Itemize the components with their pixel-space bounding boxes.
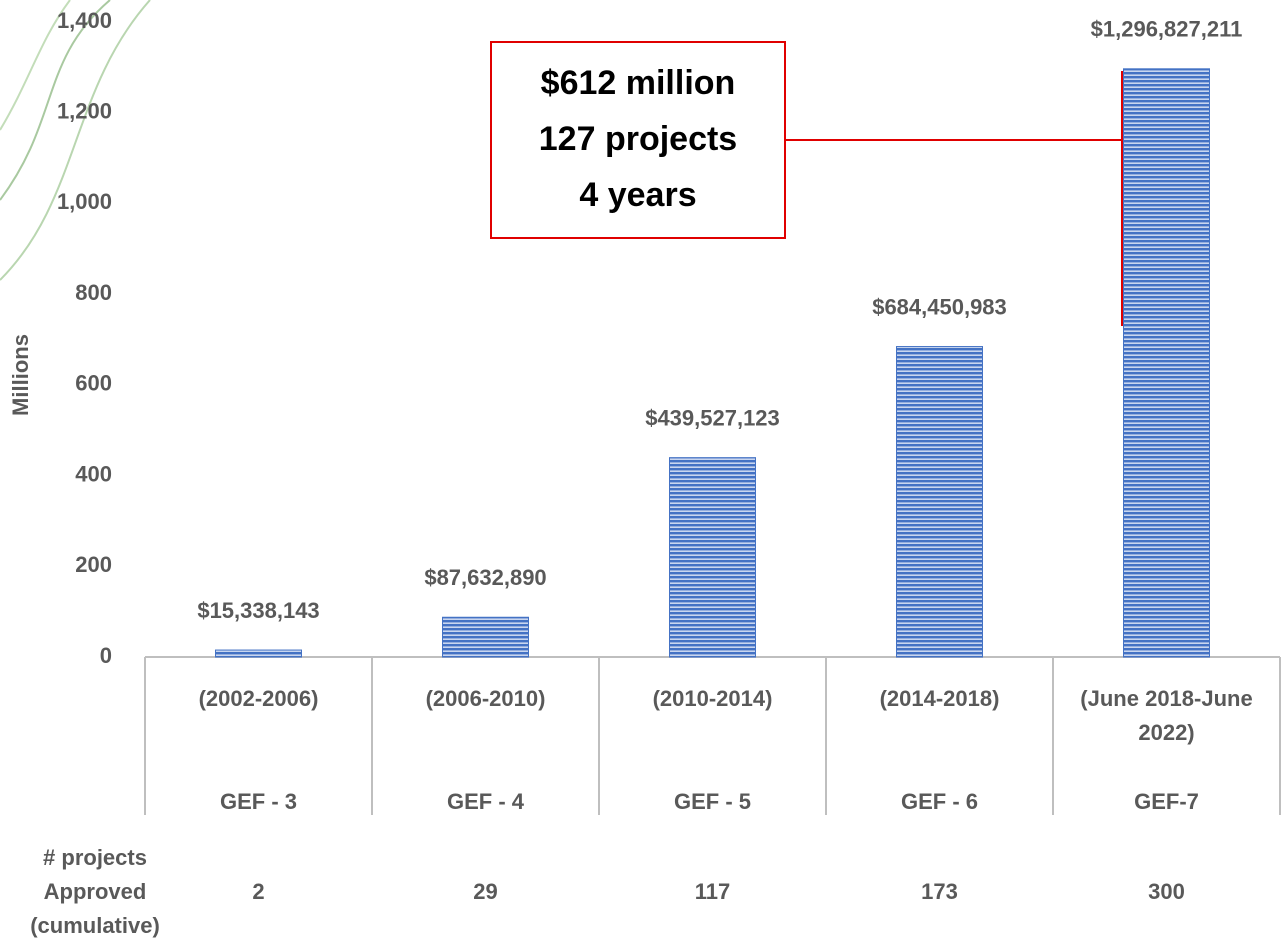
y-tick-label: 800 — [75, 280, 112, 305]
projects-row-label: # projects Approved (cumulative) — [30, 845, 160, 938]
y-tick-label: 1,000 — [57, 189, 112, 214]
project-count: 29 — [473, 879, 498, 904]
group-label: GEF - 3 — [219, 789, 297, 814]
y-tick-label: 1,200 — [57, 99, 112, 124]
y-tick-label: 200 — [75, 552, 112, 577]
data-label: $684,450,983 — [872, 294, 1007, 319]
data-label: $1,296,827,211 — [1091, 17, 1243, 42]
y-tick-label: 1,400 — [57, 8, 112, 33]
bar — [1123, 68, 1210, 658]
data-label: $439,527,123 — [645, 405, 780, 430]
bar — [215, 649, 302, 658]
annotation-text: 127 projects — [539, 120, 737, 158]
decoration — [0, 0, 71, 131]
y-tick-label: 0 — [100, 643, 112, 668]
bar — [896, 346, 983, 658]
group-label: GEF - 5 — [673, 789, 751, 814]
project-count: 173 — [921, 879, 958, 904]
x-tick-label: (2010-2014) — [652, 686, 773, 711]
group-label: GEF - 6 — [900, 789, 978, 814]
bar — [669, 457, 756, 658]
y-tick-label: 600 — [75, 371, 112, 396]
decoration — [0, 0, 151, 281]
project-count: 117 — [694, 879, 731, 904]
y-tick-label: 400 — [75, 461, 112, 486]
decoration — [0, 0, 111, 201]
y-axis-label: Millions — [8, 334, 33, 416]
x-tick-label: (2014-2018) — [879, 686, 1000, 711]
data-label: $15,338,143 — [197, 598, 319, 623]
annotation-text: 4 years — [579, 176, 696, 214]
x-tick-label: (2002-2006) — [198, 686, 319, 711]
data-label: $87,632,890 — [424, 565, 546, 590]
x-tick-label: (2006-2010) — [425, 686, 546, 711]
annotation-bracket — [785, 71, 1132, 326]
annotation-box — [490, 41, 786, 239]
project-count: 2 — [252, 879, 265, 904]
x-tick-label: (June 2018-June 2022) — [1080, 686, 1253, 745]
group-label: GEF - 4 — [446, 789, 524, 814]
group-label: GEF-7 — [1134, 789, 1199, 814]
project-count: 300 — [1148, 879, 1185, 904]
bar — [442, 616, 529, 658]
annotation-text: $612 million — [541, 64, 736, 102]
